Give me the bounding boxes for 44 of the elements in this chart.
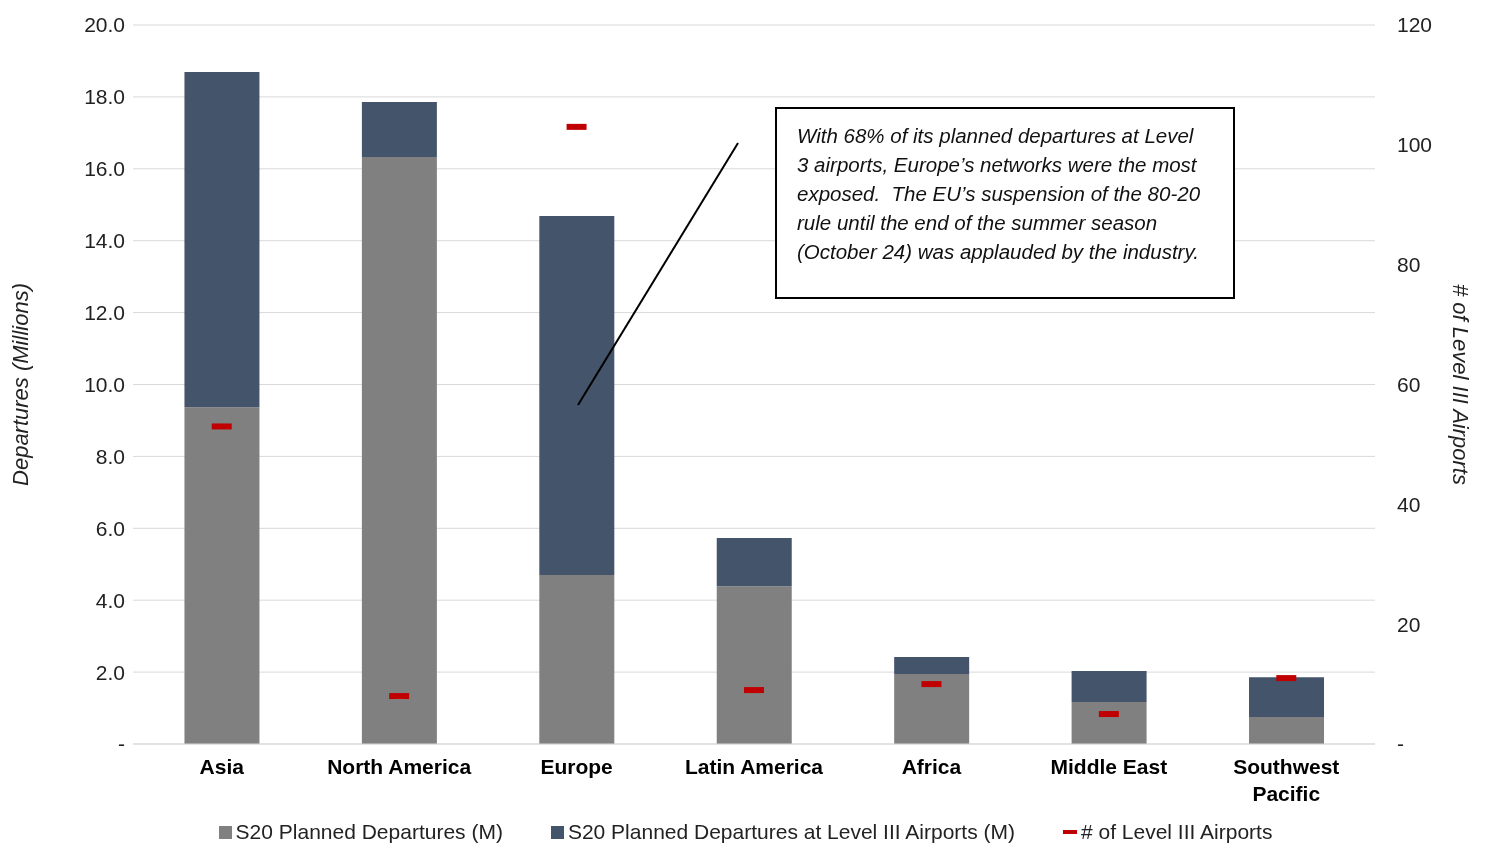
- x-tick-label: Europe: [540, 755, 613, 778]
- bar: [184, 407, 260, 744]
- bar: [894, 657, 970, 674]
- y2-tick-label: 100: [1397, 133, 1433, 157]
- y2-tick-label: -: [1397, 732, 1404, 756]
- bar: [1249, 677, 1325, 718]
- bar: [539, 575, 615, 744]
- bar: [894, 673, 970, 744]
- bar: [184, 72, 260, 408]
- bar: [716, 586, 792, 744]
- y2-tick-label: 40: [1397, 492, 1421, 516]
- x-tick-label: Latin America: [684, 755, 824, 778]
- x-tick-label: Africa: [901, 755, 962, 778]
- legend-label: S20 Planned Departures at Level III Airports (M): [567, 820, 1015, 844]
- bar: [1071, 671, 1147, 702]
- bar: [716, 538, 792, 587]
- y-axis-title: Departures (Millions): [7, 283, 33, 486]
- y2-tick-label: 120: [1397, 13, 1433, 37]
- y-tick-label: -: [118, 732, 125, 756]
- y2-axis-title: # of Level III Airports: [1448, 284, 1474, 485]
- y-tick-label: 10.0: [84, 372, 125, 396]
- x-tick-label: Asia: [199, 755, 245, 778]
- y-tick-label: 8.0: [95, 444, 125, 468]
- y-tick-label: 6.0: [95, 516, 125, 540]
- y-tick-label: 18.0: [84, 85, 125, 109]
- y-tick-label: 2.0: [95, 660, 125, 684]
- bar: [361, 101, 437, 157]
- legend-label: S20 Planned Departures (M): [235, 820, 503, 844]
- bar: [1071, 701, 1147, 744]
- x-tick-label: Middle East: [1050, 755, 1168, 778]
- bar: [1249, 717, 1325, 744]
- x-tick-label: Southwest Pacific: [1233, 755, 1340, 805]
- x-tick-label: North America: [327, 755, 472, 778]
- bar: [539, 215, 615, 576]
- y-tick-label: 4.0: [95, 588, 125, 612]
- y-tick-label: 12.0: [84, 301, 125, 325]
- y2-tick-label: 80: [1397, 253, 1421, 277]
- legend-label: # of Level III Airports: [1080, 820, 1273, 844]
- y-tick-label: 20.0: [84, 13, 125, 37]
- y-tick-label: 16.0: [84, 157, 125, 181]
- bar: [361, 156, 437, 744]
- y2-tick-label: 60: [1397, 372, 1421, 396]
- y-tick-label: 14.0: [84, 229, 125, 253]
- y2-tick-label: 20: [1397, 612, 1421, 636]
